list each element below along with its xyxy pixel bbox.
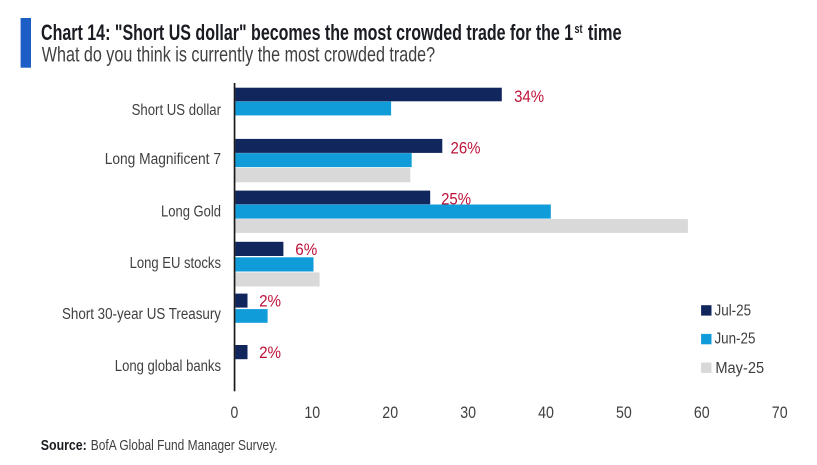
svg-text:2%: 2%	[259, 293, 281, 311]
svg-text:Source:: Source:	[41, 437, 87, 454]
svg-text:26%: 26%	[451, 139, 481, 157]
svg-text:40: 40	[538, 404, 554, 422]
svg-text:50: 50	[616, 404, 632, 422]
svg-text:20: 20	[382, 404, 398, 422]
svg-text:30: 30	[460, 404, 476, 422]
svg-text:Jun-25: Jun-25	[715, 331, 756, 348]
svg-text:Long EU stocks: Long EU stocks	[130, 255, 222, 272]
svg-text:Short US dollar: Short US dollar	[132, 102, 221, 119]
svg-text:Long global banks: Long global banks	[115, 358, 221, 375]
svg-text:Long Magnificent 7: Long Magnificent 7	[105, 151, 221, 168]
svg-text:0: 0	[231, 404, 239, 422]
svg-text:Long Gold: Long Gold	[161, 204, 221, 221]
svg-text:Chart 14: "Short US dollar" be: Chart 14: "Short US dollar" becomes the …	[41, 20, 573, 45]
svg-text:34%: 34%	[514, 88, 544, 106]
svg-text:What do you think is currently: What do you think is currently the most …	[42, 44, 435, 67]
svg-text:May-25: May-25	[715, 360, 764, 377]
svg-text:25%: 25%	[441, 191, 471, 209]
svg-text:BofA Global Fund Manager Surve: BofA Global Fund Manager Survey.	[91, 437, 278, 454]
svg-text:Jul-25: Jul-25	[715, 303, 752, 320]
svg-text:10: 10	[304, 404, 320, 422]
svg-text:time: time	[588, 20, 622, 45]
svg-text:6%: 6%	[295, 241, 317, 259]
svg-text:Short 30-year US Treasury: Short 30-year US Treasury	[62, 306, 221, 323]
svg-text:60: 60	[694, 404, 710, 422]
svg-text:70: 70	[772, 404, 788, 422]
svg-text:st: st	[575, 21, 583, 36]
svg-text:2%: 2%	[259, 344, 281, 362]
